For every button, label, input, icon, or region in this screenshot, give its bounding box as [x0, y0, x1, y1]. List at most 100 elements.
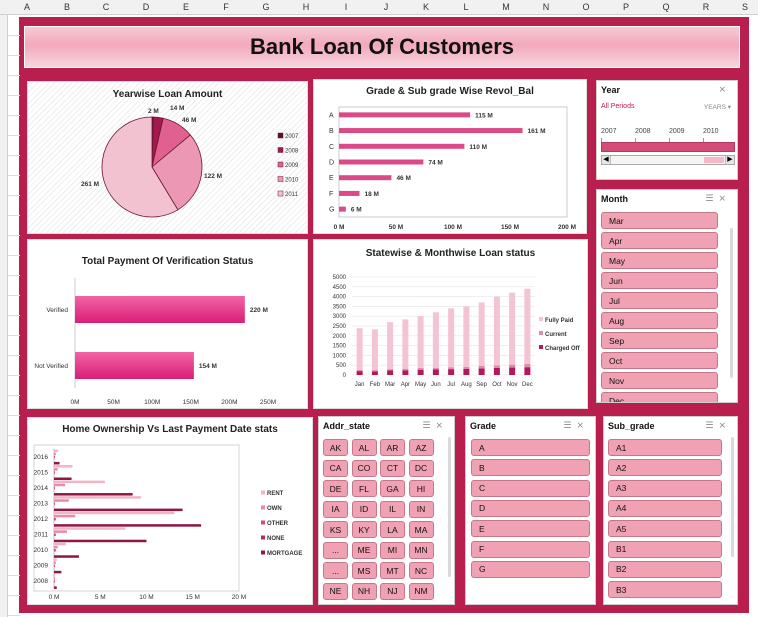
- state-item-me[interactable]: ME: [351, 541, 377, 559]
- stacked-bar-fully-paid[interactable]: [448, 308, 455, 368]
- state-item-ar[interactable]: AR: [380, 439, 405, 456]
- home-bar-other[interactable]: [54, 455, 55, 459]
- stacked-bar-fully-paid[interactable]: [493, 296, 500, 366]
- home-bar-mortgage[interactable]: [54, 493, 133, 496]
- home-bar-own[interactable]: [54, 452, 56, 456]
- home-bar-other[interactable]: [54, 580, 55, 583]
- sub-grade-item-b1[interactable]: B1: [608, 540, 722, 558]
- verification-bar[interactable]: [75, 352, 194, 379]
- stacked-bar-current[interactable]: [448, 367, 455, 370]
- home-bar-rent[interactable]: [54, 511, 175, 515]
- home-bar-mortgage[interactable]: [54, 508, 183, 512]
- state-item-in[interactable]: IN: [408, 500, 434, 518]
- state-item-la[interactable]: LA: [380, 521, 405, 538]
- grade-item-d[interactable]: D: [471, 499, 590, 517]
- column-header-K[interactable]: K: [422, 2, 429, 12]
- home-bar-mortgage[interactable]: [54, 570, 62, 574]
- stacked-bar-current[interactable]: [417, 367, 424, 370]
- slicer-toolbar-icons[interactable]: ☰⨯: [563, 420, 589, 430]
- month-item-mar[interactable]: Mar: [601, 212, 718, 229]
- state-item-mt[interactable]: MT: [380, 562, 405, 579]
- stacked-bar-current[interactable]: [371, 370, 378, 372]
- column-header-P[interactable]: P: [622, 2, 629, 12]
- sub-grade-item-b3[interactable]: B3: [608, 581, 722, 599]
- home-bar-mortgage[interactable]: [54, 555, 79, 558]
- home-ownership-chart-panel[interactable]: Home Ownership Vs Last Payment Date stat…: [27, 417, 313, 605]
- stacked-bar-charged-off[interactable]: [356, 371, 363, 375]
- addr-state-slicer[interactable]: Addr_state ☰⨯ AK AL AR AZ CA CO CT DC DE FL GA HI IA…: [318, 416, 455, 605]
- home-bar-own[interactable]: [54, 561, 56, 565]
- stacked-bar-current[interactable]: [524, 364, 531, 368]
- stacked-bar-charged-off[interactable]: [509, 367, 516, 375]
- home-bar-rent[interactable]: [54, 527, 126, 530]
- home-bar-mortgage[interactable]: [54, 524, 202, 527]
- stacked-bar-fully-paid[interactable]: [402, 319, 409, 369]
- grade-item-a[interactable]: A: [471, 439, 590, 456]
- column-header-L[interactable]: L: [463, 2, 469, 12]
- sub-grade-scrollbar[interactable]: [731, 437, 734, 557]
- column-header-C[interactable]: C: [102, 2, 110, 12]
- home-bar-rent[interactable]: [54, 573, 55, 577]
- stacked-bar-current[interactable]: [402, 368, 409, 371]
- year-level-dropdown[interactable]: YEARS ▾: [704, 103, 731, 111]
- state-item-more-24[interactable]: ...: [323, 562, 348, 579]
- home-bar-other[interactable]: [54, 517, 56, 521]
- state-item-ks[interactable]: KS: [323, 521, 348, 538]
- statewise-chart-panel[interactable]: Statewise & Monthwise Loan status 0 500 10…: [313, 239, 588, 409]
- home-bar-rent[interactable]: [54, 558, 57, 561]
- column-header-N[interactable]: N: [542, 2, 550, 12]
- home-bar-own[interactable]: [54, 514, 76, 518]
- home-bar-own[interactable]: [54, 483, 66, 487]
- state-item-ga[interactable]: GA: [380, 480, 405, 497]
- stacked-bar-fully-paid[interactable]: [463, 306, 470, 367]
- sub-grade-item-a3[interactable]: A3: [608, 479, 722, 497]
- stacked-bar-current[interactable]: [356, 369, 363, 372]
- sub-grade-slicer[interactable]: Sub_grade ☰⨯ A1 A2 A3 A4 A5 B1 B2 B3: [603, 416, 738, 605]
- month-slicer[interactable]: Month ☰⨯ Mar Apr May Jun Jul Aug Sep Oct Nov Dec: [596, 189, 738, 403]
- grade-bar-B[interactable]: [339, 128, 523, 134]
- month-item-jun[interactable]: Jun: [601, 272, 718, 289]
- state-item-ia[interactable]: IA: [323, 500, 348, 518]
- slicer-toolbar-icons[interactable]: ☰⨯: [422, 420, 448, 430]
- month-item-oct[interactable]: Oct: [601, 352, 718, 369]
- home-bar-rent[interactable]: [54, 496, 141, 499]
- stacked-bar-fully-paid[interactable]: [417, 316, 424, 368]
- grade-item-e[interactable]: E: [471, 520, 590, 538]
- year-timeline-slicer[interactable]: Year ⨯ All Periods YEARS ▾ 2007 2008 2009 2…: [596, 80, 738, 180]
- state-item-id[interactable]: ID: [351, 500, 377, 518]
- state-item-de[interactable]: DE: [323, 480, 348, 497]
- home-bar-rent[interactable]: [54, 480, 105, 484]
- home-bar-own[interactable]: [54, 530, 67, 533]
- stacked-bar-fully-paid[interactable]: [356, 328, 363, 370]
- state-item-az[interactable]: AZ: [408, 439, 434, 456]
- home-bar-other[interactable]: [54, 471, 55, 474]
- grade-bar-D[interactable]: [339, 159, 424, 165]
- state-item-ms[interactable]: MS: [351, 562, 377, 579]
- home-bar-other[interactable]: [54, 564, 55, 568]
- state-item-ct[interactable]: CT: [380, 459, 405, 477]
- state-item-al[interactable]: AL: [351, 439, 377, 456]
- grade-bar-A[interactable]: [339, 112, 471, 118]
- column-header-H[interactable]: H: [302, 2, 310, 12]
- scroll-right-icon[interactable]: ▶: [725, 156, 734, 164]
- column-header-Q[interactable]: Q: [662, 2, 670, 12]
- state-item-ne[interactable]: NE: [323, 582, 348, 600]
- stacked-bar-current[interactable]: [509, 364, 516, 368]
- verification-bar[interactable]: [75, 296, 245, 323]
- pie-slice-2010[interactable]: [151, 134, 203, 211]
- home-bar-mortgage[interactable]: [54, 477, 72, 481]
- state-item-nm[interactable]: NM: [408, 582, 434, 600]
- sub-grade-item-a2[interactable]: A2: [608, 459, 722, 477]
- home-bar-other[interactable]: [54, 502, 55, 505]
- slicer-toolbar-icons[interactable]: ☰⨯: [705, 420, 731, 430]
- column-header-A[interactable]: A: [23, 2, 30, 12]
- state-item-mi[interactable]: MI: [380, 541, 405, 559]
- home-bar-rent[interactable]: [54, 465, 73, 468]
- month-item-aug[interactable]: Aug: [601, 312, 718, 329]
- column-header-G[interactable]: G: [262, 2, 270, 12]
- stacked-bar-fully-paid[interactable]: [524, 288, 531, 365]
- sub-grade-item-a4[interactable]: A4: [608, 499, 722, 517]
- stacked-bar-fully-paid[interactable]: [509, 292, 516, 365]
- column-header-S[interactable]: S: [741, 2, 748, 12]
- state-item-nh[interactable]: NH: [351, 582, 377, 600]
